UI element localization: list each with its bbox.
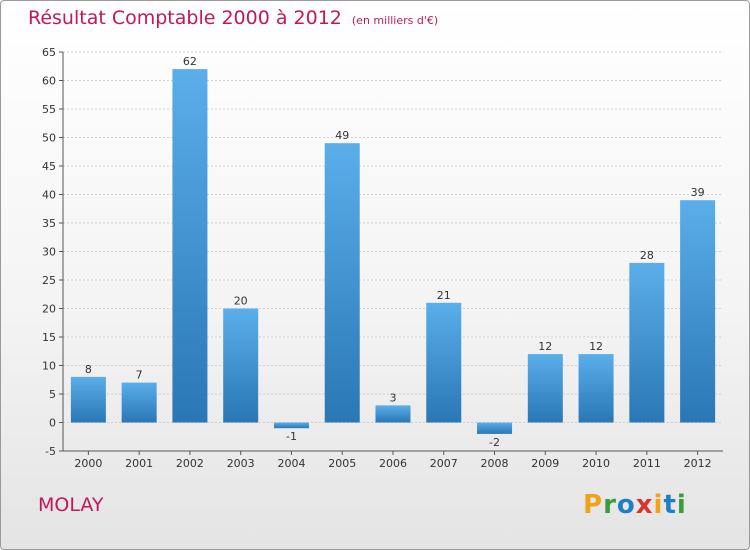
x-tick-label: 2005 (328, 457, 356, 470)
x-tick-label: 2007 (430, 457, 458, 470)
bar-2010 (578, 354, 614, 423)
value-label: 28 (640, 249, 654, 262)
value-label: 62 (183, 55, 197, 68)
y-tick-label: 40 (42, 189, 56, 202)
bars (70, 69, 716, 434)
proxiti-logo: Proxiti (583, 490, 687, 520)
y-tick-label: 30 (42, 246, 56, 259)
axes: -5 0 5 10 15 20 25 30 35 40 45 50 55 60 65 2000 2001 2002… (42, 46, 723, 470)
y-tick-label: 20 (42, 303, 56, 316)
y-tick-label: 60 (42, 75, 56, 88)
y-tick-label: 15 (42, 331, 56, 344)
chart-unit: (en milliers d'€) (351, 14, 439, 27)
x-tick-label: 2003 (227, 457, 255, 470)
y-tick-label: 45 (42, 160, 56, 173)
bar-2006 (375, 405, 411, 423)
bar-2011 (629, 262, 665, 423)
value-label: 12 (589, 340, 603, 353)
bar-2001 (121, 382, 157, 423)
bar-2003 (223, 308, 259, 423)
x-tick-label: 2002 (176, 457, 204, 470)
chart-title-text: Résultat Comptable 2000 à 2012 (28, 7, 342, 29)
value-label: 7 (136, 369, 143, 382)
bar-2008 (477, 422, 513, 434)
y-tick-label: 0 (49, 417, 56, 430)
x-tick-label: 2012 (684, 457, 712, 470)
commune-name: MOLAY (38, 494, 104, 516)
x-tick-label: 2009 (531, 457, 559, 470)
y-tick-label: 65 (42, 46, 56, 59)
y-tick-label: -5 (45, 445, 56, 458)
y-tick-label: 5 (49, 388, 56, 401)
bar-2000 (70, 376, 106, 423)
bar-2005 (324, 143, 360, 423)
value-label: 12 (538, 340, 552, 353)
chart-title: Résultat Comptable 2000 à 2012 (en millie… (28, 7, 438, 29)
value-label: -1 (286, 430, 297, 443)
labels: 8 7 62 20 -1 49 3 21 -2 12 12 28 39 (85, 55, 705, 449)
bar-2009 (527, 354, 563, 423)
x-tick-label: 2006 (379, 457, 407, 470)
value-label: 49 (335, 129, 349, 142)
x-tick-label: 2011 (633, 457, 661, 470)
y-tick-label: 35 (42, 217, 56, 230)
value-label: 21 (437, 289, 451, 302)
value-label: 3 (390, 391, 397, 404)
x-tick-label: 2008 (481, 457, 509, 470)
bar-2004 (273, 422, 309, 429)
bar-2007 (426, 302, 462, 423)
bar-2002 (172, 69, 208, 423)
x-tick-label: 2000 (74, 457, 102, 470)
x-tick-label: 2010 (582, 457, 610, 470)
x-tick-label: 2001 (125, 457, 153, 470)
y-tick-label: 50 (42, 132, 56, 145)
value-label: 20 (234, 295, 248, 308)
bar-2012 (680, 200, 716, 423)
y-tick-label: 25 (42, 274, 56, 287)
y-tick-label: 55 (42, 103, 56, 116)
x-tick-label: 2004 (277, 457, 305, 470)
y-tick-label: 10 (42, 360, 56, 373)
value-label: 39 (691, 186, 705, 199)
value-label: -2 (489, 436, 500, 449)
value-label: 8 (85, 363, 92, 376)
